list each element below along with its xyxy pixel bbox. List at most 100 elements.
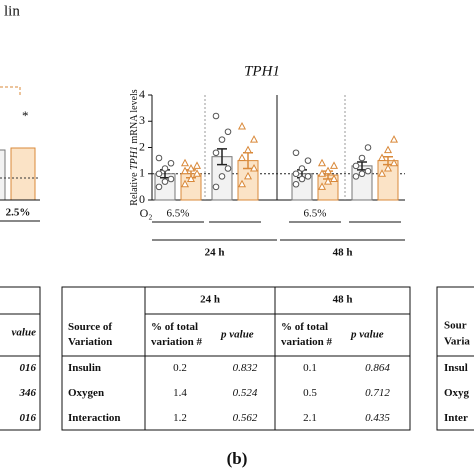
data-point: [212, 149, 220, 157]
y-label-part: TPH1: [129, 146, 140, 170]
data-point: [389, 158, 399, 167]
chart-title: TPH1: [244, 63, 280, 79]
data-point: [243, 171, 253, 180]
data-point: [364, 144, 372, 151]
data-point: [237, 153, 247, 161]
data-point: [383, 145, 393, 154]
table-header: Source of: [68, 321, 112, 333]
table-group: 24 h: [200, 294, 220, 306]
table-cell: 0.712: [365, 387, 390, 399]
data-point: [161, 178, 169, 185]
fragment-cell: 346: [19, 387, 37, 399]
fragment-cell: 016: [20, 412, 37, 424]
fragment-header: Sour: [444, 320, 467, 332]
y-tick-label: 1: [139, 166, 145, 180]
data-point: [186, 174, 196, 182]
fragment-bracket: [0, 86, 21, 95]
table-header: variation #: [151, 336, 203, 348]
data-point: [180, 166, 190, 175]
table-group: 48 h: [333, 294, 353, 306]
data-point: [377, 153, 387, 161]
table-cell: 2.1: [303, 412, 317, 424]
data-point: [358, 170, 366, 178]
data-point: [237, 179, 247, 188]
table-cell: Interaction: [68, 412, 121, 424]
group-label: 48 h: [333, 247, 353, 259]
data-point: [329, 161, 339, 169]
data-point: [323, 177, 333, 185]
data-point: [212, 183, 220, 191]
data-point: [383, 163, 393, 172]
fragment-bar: [10, 147, 36, 201]
data-point: [243, 145, 253, 154]
x-tick-label: 6.5%: [167, 208, 190, 220]
data-point: [218, 136, 226, 143]
data-point: [180, 179, 190, 188]
data-point: [155, 170, 163, 178]
group-label: 24 h: [205, 247, 225, 259]
table-border: [61, 286, 411, 431]
table-header: p value: [220, 329, 254, 341]
data-point: [389, 135, 399, 143]
table-cell: 0.864: [365, 362, 390, 374]
data-point: [249, 135, 259, 143]
data-point: [364, 167, 372, 175]
data-point: [352, 162, 360, 170]
data-point: [167, 159, 175, 167]
table-header: p value: [350, 329, 384, 341]
data-point: [192, 161, 202, 169]
fragment-table: [0, 286, 41, 431]
data-point: [224, 128, 232, 136]
y-tick-label: 4: [139, 87, 145, 101]
table-cell: 0.2: [173, 362, 187, 374]
data-point: [186, 163, 196, 172]
data-point: [218, 173, 226, 180]
data-point: [224, 165, 232, 172]
data-point: [292, 149, 300, 157]
y-axis-label: Relative TPH1 mRNA levels: [129, 89, 140, 206]
y-tick-label: 2: [139, 139, 145, 153]
data-point: [292, 170, 300, 178]
data-point: [304, 173, 312, 180]
fragment-bar: [0, 149, 6, 201]
data-point: [237, 121, 247, 130]
data-point: [161, 165, 169, 172]
data-point: [298, 165, 306, 172]
fragment-header: value: [12, 327, 37, 339]
data-point: [192, 169, 202, 177]
fragment-tick: 2.5%: [6, 207, 31, 219]
y-tick-label: 3: [139, 113, 145, 127]
table-cell: Oxygen: [68, 387, 104, 399]
data-point: [329, 174, 339, 182]
data-point: [167, 175, 175, 183]
table-header: Variation: [68, 336, 112, 348]
table-cell: 0.524: [233, 387, 258, 399]
table-header: variation #: [281, 336, 333, 348]
data-point: [298, 175, 306, 183]
fragment-star: *: [22, 108, 29, 123]
table-header: % of total: [281, 321, 328, 333]
data-point: [155, 183, 163, 191]
data-point: [249, 163, 259, 172]
fragment-header: Varia: [444, 336, 470, 348]
table-cell: 1.4: [173, 387, 187, 399]
data-point: [155, 154, 163, 162]
table-header: % of total: [151, 321, 198, 333]
caption: (b): [227, 449, 248, 468]
data-point: [304, 157, 312, 164]
table-cell: 0.562: [233, 412, 258, 424]
table-cell: 0.435: [365, 412, 390, 424]
y-label-part: Relative: [129, 170, 140, 206]
data-point: [317, 169, 327, 177]
data-point: [323, 166, 333, 175]
table-cell: 0.1: [303, 362, 317, 374]
data-point: [358, 154, 366, 162]
error-bar: [217, 148, 227, 166]
fragment-cell: Inter: [444, 412, 468, 424]
fragment-cell: 016: [20, 362, 37, 374]
table-cell: 0.832: [233, 362, 258, 374]
data-point: [317, 182, 327, 190]
data-point: [352, 173, 360, 180]
y-label-part: mRNA levels: [129, 89, 140, 146]
